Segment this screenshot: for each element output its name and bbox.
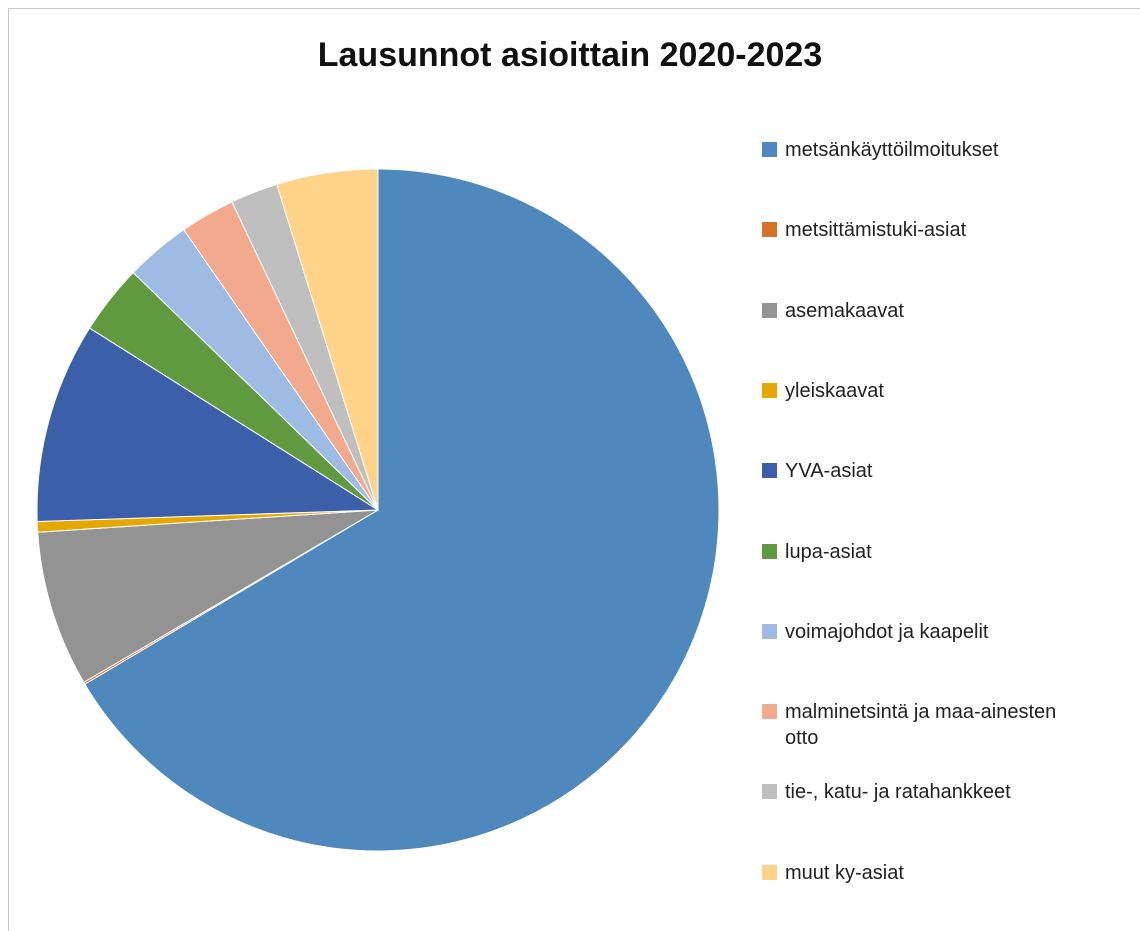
legend-swatch [762,704,777,720]
legend-item: yleiskaavat [762,378,1085,404]
legend-item: tie-, katu- ja ratahankkeet [762,779,1085,805]
legend-label: lupa-asiat [785,540,872,563]
legend-swatch [762,142,777,157]
legend-swatch [762,623,777,639]
legend-swatch [762,543,777,559]
legend-item: malminetsintä ja maa-ainesten otto [762,699,1085,751]
pie [36,168,720,852]
legend-swatch [762,463,777,479]
legend-item: metsittämistuki-asiat [762,217,1085,243]
legend-label: malminetsintä ja maa-ainesten otto [785,701,1057,750]
legend-label: metsittämistuki-asiat [785,219,967,242]
legend-item: asemakaavat [762,298,1085,324]
legend-swatch [762,864,777,880]
legend-item: lupa-asiat [762,539,1085,565]
pie-slice [276,168,379,511]
legend-item: metsänkäyttöilmoitukset [762,137,1085,163]
legend-label: asemakaavat [785,299,904,322]
pie-slice [84,168,720,852]
chart-border [8,8,1140,931]
legend-swatch [762,784,777,800]
legend-swatch [762,222,777,238]
legend-label: metsänkäyttöilmoitukset [785,139,999,161]
chart-title: Lausunnot asioittain 2020-2023 [318,36,823,74]
legend-item: muut ky-asiat [762,860,1085,886]
pie-slice [37,509,379,684]
pie-slice [36,327,380,523]
legend-item: voimajohdot ja kaapelit [762,619,1085,645]
legend-label: YVA-asiat [785,460,873,483]
legend-label: voimajohdot ja kaapelit [785,620,989,643]
legend-item: YVA-asiat [762,458,1085,484]
legend-label: tie-, katu- ja ratahankkeet [785,781,1011,804]
legend-label: yleiskaavat [785,379,884,402]
legend-swatch [762,382,777,398]
legend-label: muut ky-asiat [785,861,904,884]
legend-swatch [762,302,777,318]
